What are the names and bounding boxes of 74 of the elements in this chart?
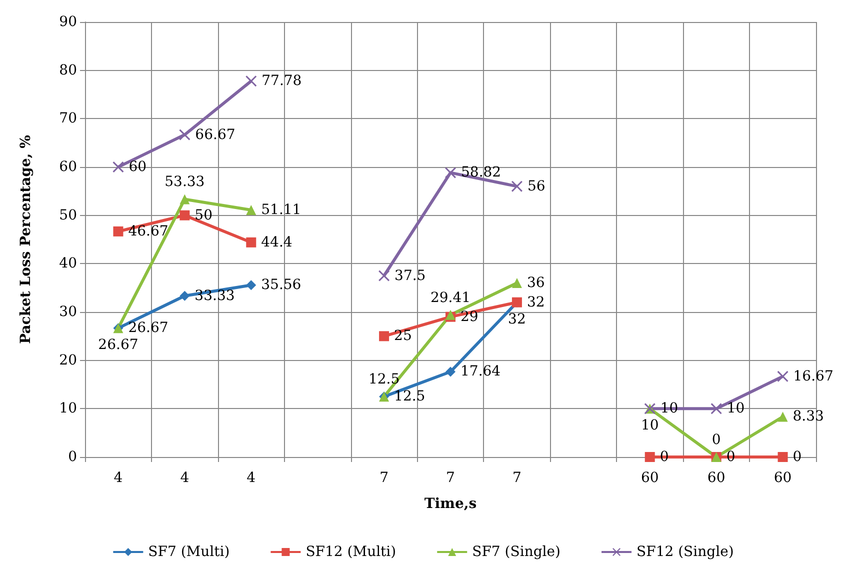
y-tick-label: 30 [59,304,77,320]
data-label: 12.5 [394,388,426,405]
x-tick-label: 4 [180,470,190,486]
data-label: 60 [128,159,147,175]
x-tick-label: 4 [114,470,123,486]
legend-label: SF7 (Multi) [148,544,230,560]
point [778,452,788,462]
y-tick-label: 60 [59,159,77,175]
x-tick-label: 4 [246,470,256,486]
data-label: 10 [640,418,659,434]
x-tick-label: 7 [380,470,389,486]
data-label: 35.56 [261,277,302,294]
data-label: 66.67 [195,126,236,143]
data-label: 32 [526,294,545,310]
y-tick-label: 80 [59,62,77,78]
data-label: 53.33 [164,174,205,190]
x-axis-title: Time,s [424,496,477,512]
data-label: 44.4 [261,234,292,250]
point [445,167,456,178]
point [777,370,788,382]
point [180,210,190,220]
y-tick-label: 50 [59,207,77,224]
x-tick-label: 7 [446,470,455,486]
legend-label: SF12 (Multi) [306,544,396,560]
x-tick-label: 7 [512,470,522,486]
data-label: 0 [712,432,721,448]
data-label: 8.33 [792,408,824,425]
data-label: 25 [394,328,412,344]
legend-label: SF7 (Single) [472,544,561,560]
point [180,194,190,204]
data-label: 26.67 [98,337,138,354]
legend-label: SF12 (Single) [636,544,734,560]
x-tick-label: 60 [774,470,792,486]
data-label: 16.67 [793,368,834,384]
point [644,452,655,462]
data-label: 50 [194,207,213,224]
y-tick-label: 20 [59,352,77,368]
point [710,403,722,414]
point [778,412,788,422]
point [180,290,190,301]
point [379,331,390,342]
data-label: 32 [508,311,526,328]
data-label: 17.64 [460,364,501,380]
point [446,366,456,377]
point [246,237,256,248]
y-tick-label: 40 [59,256,77,272]
y-axis-title: Packet Loss Percentage, % [18,135,34,344]
data-label: 51.11 [261,202,302,218]
x-tick-label: 60 [640,470,659,486]
point [246,280,256,290]
point [512,278,522,288]
point [246,76,257,87]
y-tick-label: 0 [68,449,77,465]
data-label: 37.5 [394,268,426,284]
point [246,204,256,215]
y-tick-label: 70 [59,110,77,127]
point [511,180,522,192]
data-label: 36 [526,275,545,291]
y-tick-label: 10 [59,400,77,417]
x-tick-label: 60 [707,470,726,486]
data-label: 56 [527,178,546,194]
point [112,162,124,172]
point [179,129,190,140]
data-label: 58.82 [461,164,502,181]
y-tick-label: 90 [59,14,77,30]
data-label: 77.78 [262,73,302,90]
data-label: 10 [726,400,745,417]
data-label: 26.67 [128,320,168,336]
data-label: 29.41 [430,290,471,306]
data-label: 29 [460,308,478,325]
point [113,226,124,236]
point [378,270,390,282]
data-label: 33.33 [194,288,235,304]
data-label: 0 [792,449,802,465]
